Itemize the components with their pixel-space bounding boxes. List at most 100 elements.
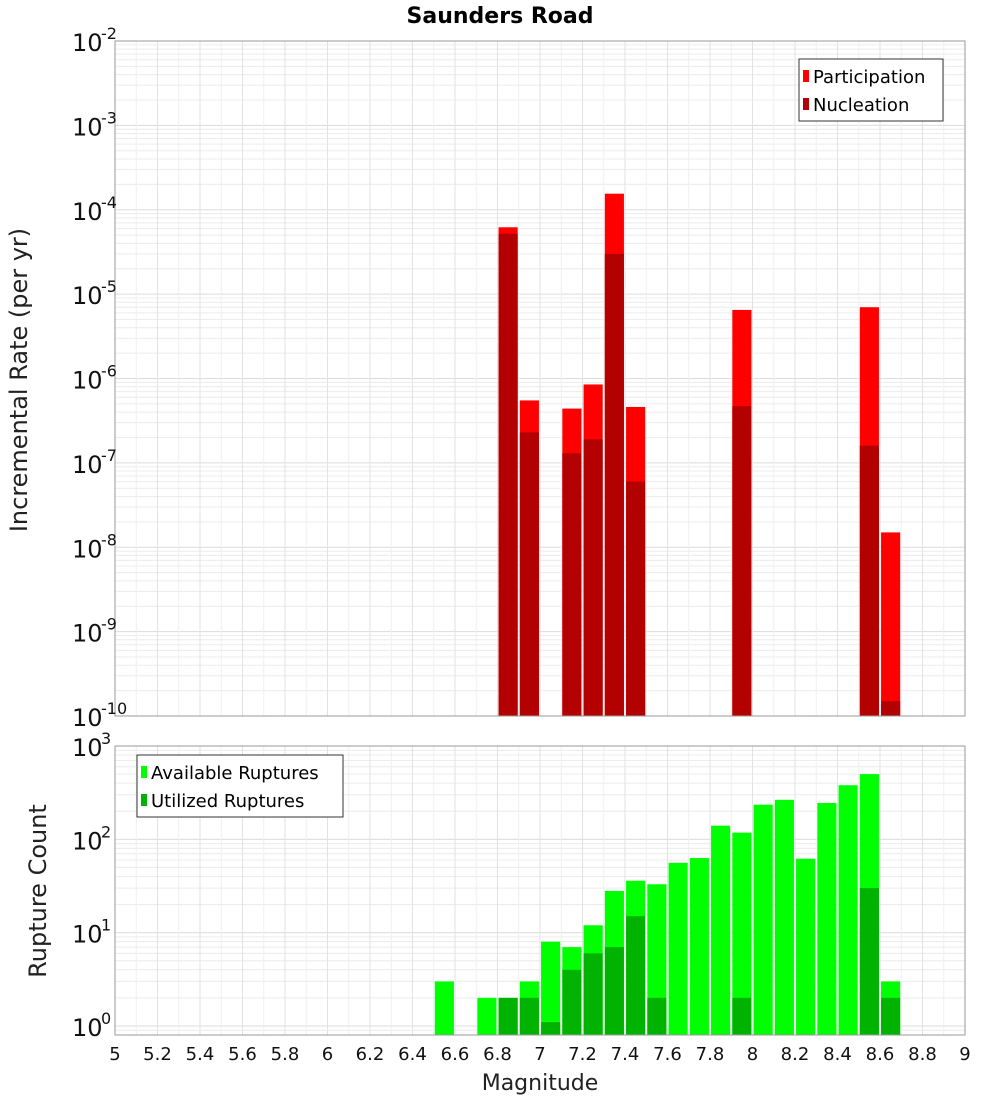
x-tick-label: 5.6 [228, 1044, 257, 1065]
y-tick-exponent: 2 [101, 822, 111, 841]
bar-available-ruptures [477, 997, 497, 1035]
legend-label: Nucleation [813, 95, 909, 116]
y-tick-exponent: 0 [101, 1009, 111, 1028]
top-y-axis-label: Incremental Rate (per yr) [5, 228, 33, 532]
bar-utilized-ruptures [604, 947, 624, 1035]
y-tick-exponent: 3 [101, 729, 111, 748]
top-y-ticks: 10-210-310-410-510-610-710-810-910-10 [72, 24, 127, 732]
top-bars [498, 193, 901, 716]
x-ticks: 5 5.2 5.4 5.6 5.8 6 6.2 6.4 6.6 6.8 7 7.2 7.4 7.6 7.8 8… [109, 1044, 970, 1065]
bar-nucleation [498, 233, 518, 716]
y-tick-label: 10 [72, 113, 103, 141]
incremental-rate-plot: 10-210-310-410-510-610-710-810-910-10 In… [5, 24, 966, 732]
legend-box [798, 58, 944, 122]
x-tick-label: 5.2 [143, 1044, 172, 1065]
bar-utilized-ruptures [583, 953, 603, 1035]
y-tick-label: 10 [72, 620, 103, 648]
bar-nucleation [626, 481, 646, 716]
x-tick-label: 6 [322, 1044, 333, 1065]
chart-title: Saunders Road [407, 4, 594, 29]
bar-available-ruptures [711, 825, 731, 1035]
x-tick-label: 6.2 [356, 1044, 385, 1065]
y-tick-label: 10 [72, 367, 103, 395]
bar-available-ruptures [817, 803, 837, 1035]
x-tick-label: 7.6 [653, 1044, 682, 1065]
bar-available-ruptures [796, 858, 816, 1035]
y-tick-exponent: -6 [101, 362, 117, 381]
legend-label: Utilized Ruptures [151, 791, 304, 812]
y-tick-label: 10 [72, 535, 103, 563]
bar-utilized-ruptures [647, 997, 667, 1035]
bar-utilized-ruptures [626, 916, 646, 1035]
top-grid [114, 41, 966, 717]
y-tick-label: 10 [72, 921, 103, 949]
bottom-plot-frame [114, 745, 966, 1036]
bottom-y-axis-label: Rupture Count [24, 804, 52, 978]
y-tick-exponent: 1 [101, 916, 111, 935]
bar-nucleation [604, 253, 624, 716]
legend-swatch [803, 98, 809, 110]
bar-nucleation [881, 701, 901, 716]
bar-available-ruptures [732, 832, 752, 1035]
y-tick-exponent: -4 [101, 193, 117, 212]
y-tick-label: 10 [72, 29, 103, 57]
x-tick-label: 5.4 [186, 1044, 215, 1065]
x-tick-label: 6.4 [398, 1044, 427, 1065]
y-tick-exponent: -5 [101, 277, 117, 296]
bar-available-ruptures [774, 799, 794, 1035]
bar-available-ruptures [668, 862, 688, 1035]
x-tick-label: 7 [534, 1044, 545, 1065]
y-tick-exponent: -10 [101, 699, 127, 718]
y-tick-label: 10 [72, 451, 103, 479]
x-tick-label: 9 [959, 1044, 970, 1065]
bar-available-ruptures [838, 785, 858, 1035]
legend-box [136, 754, 344, 818]
x-tick-label: 7.8 [696, 1044, 725, 1065]
y-tick-label: 10 [72, 1014, 103, 1042]
bar-utilized-ruptures [859, 888, 879, 1035]
bar-utilized-ruptures [562, 969, 582, 1035]
bottom-bars [434, 774, 901, 1035]
y-tick-label: 10 [72, 282, 103, 310]
bar-utilized-ruptures [519, 997, 539, 1035]
bar-utilized-ruptures [881, 997, 901, 1035]
bar-nucleation [562, 453, 582, 716]
bar-available-ruptures [647, 884, 667, 1035]
top-plot-frame [114, 40, 966, 717]
bar-available-ruptures [541, 941, 561, 1035]
y-tick-label: 10 [72, 198, 103, 226]
y-tick-exponent: -9 [101, 615, 117, 634]
bar-available-ruptures [434, 981, 454, 1035]
y-tick-label: 10 [72, 734, 103, 762]
y-tick-exponent: -7 [101, 446, 117, 465]
legend-label: Available Ruptures [151, 763, 319, 784]
x-tick-label: 6.8 [483, 1044, 512, 1065]
x-tick-label: 6.6 [441, 1044, 470, 1065]
y-tick-exponent: -8 [101, 530, 117, 549]
y-tick-label: 10 [72, 827, 103, 855]
y-tick-label: 10 [72, 704, 103, 732]
bar-available-ruptures [753, 804, 773, 1035]
x-tick-label: 5.8 [271, 1044, 300, 1065]
top-legend: Participation Nucleation [798, 58, 944, 122]
bar-available-ruptures [689, 858, 709, 1035]
x-tick-label: 8.8 [908, 1044, 937, 1065]
bar-utilized-ruptures [732, 997, 752, 1035]
x-tick-label: 7.2 [568, 1044, 597, 1065]
legend-swatch [141, 794, 147, 806]
bar-nucleation [859, 445, 879, 716]
y-tick-exponent: -2 [101, 24, 117, 43]
bar-nucleation [583, 439, 603, 716]
x-axis-label: Magnitude [482, 1071, 599, 1096]
bar-utilized-ruptures [498, 997, 518, 1035]
x-tick-label: 5 [109, 1044, 120, 1065]
x-tick-label: 7.4 [611, 1044, 640, 1065]
legend-swatch [141, 766, 147, 778]
legend-label: Participation [813, 67, 925, 88]
x-tick-label: 8.2 [781, 1044, 810, 1065]
x-tick-label: 8.4 [823, 1044, 852, 1065]
bar-utilized-ruptures [541, 1022, 561, 1035]
